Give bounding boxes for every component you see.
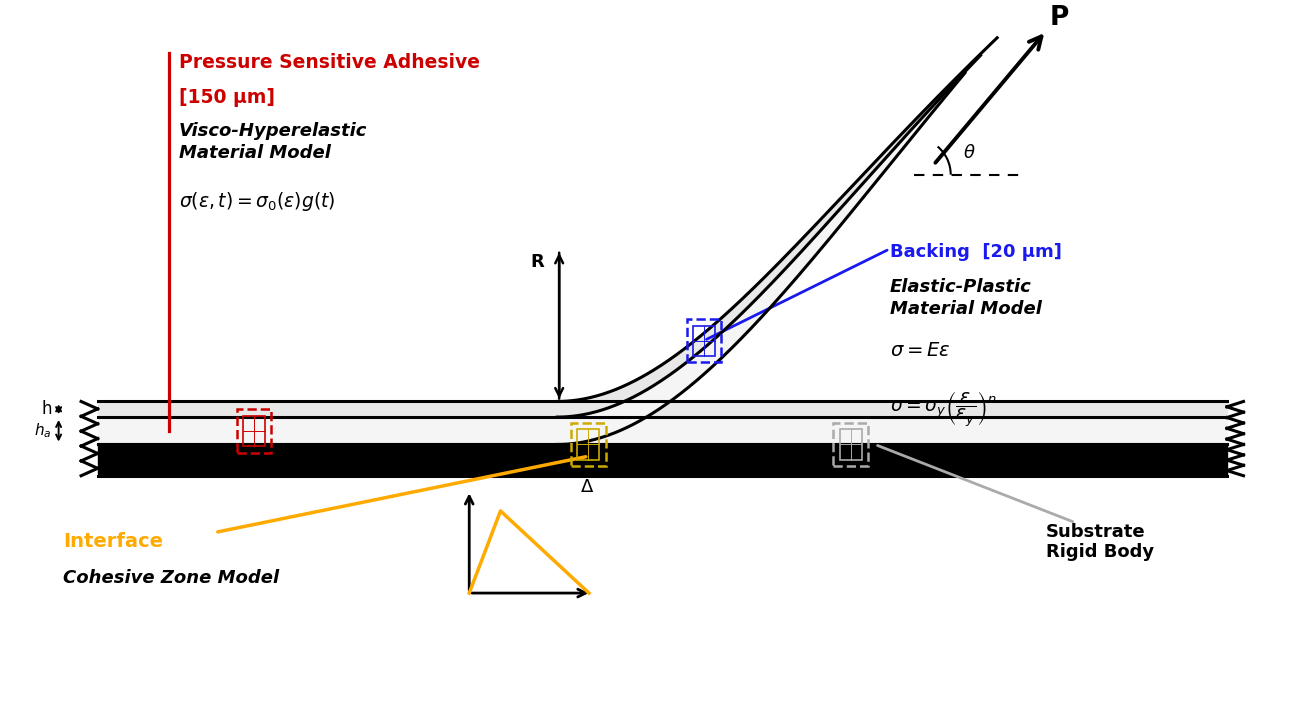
Text: $h_a$: $h_a$ (34, 421, 52, 440)
Text: [150 μm]: [150 μm] (179, 88, 275, 107)
Text: Cohesive Zone Model: Cohesive Zone Model (64, 569, 280, 587)
Text: Elastic-Plastic
Material Model: Elastic-Plastic Material Model (889, 278, 1041, 319)
Text: Interface: Interface (64, 532, 164, 552)
Text: Pressure Sensitive Adhesive: Pressure Sensitive Adhesive (179, 53, 480, 72)
Text: Visco-Hyperelastic
Material Model: Visco-Hyperelastic Material Model (179, 122, 368, 162)
Text: Substrate
Rigid Body: Substrate Rigid Body (1046, 523, 1154, 562)
Text: R: R (531, 253, 544, 271)
Text: $\theta$: $\theta$ (963, 144, 976, 162)
Text: $\sigma(\varepsilon,t) = \sigma_0(\varepsilon)g(t)$: $\sigma(\varepsilon,t) = \sigma_0(\varep… (179, 190, 335, 213)
Bar (572, 423, 606, 466)
Bar (840, 430, 862, 460)
Text: Backing  [20 μm]: Backing [20 μm] (889, 243, 1062, 261)
Text: $\sigma = E\varepsilon$: $\sigma = E\varepsilon$ (889, 341, 950, 360)
Bar (687, 319, 721, 362)
Text: $\Delta$: $\Delta$ (581, 477, 595, 496)
Bar (693, 326, 715, 356)
Polygon shape (557, 38, 997, 417)
Text: h: h (42, 400, 52, 418)
Text: P: P (1050, 5, 1070, 31)
Bar (243, 416, 266, 446)
Bar (237, 409, 271, 453)
Text: $\sigma = \sigma_y \left(\dfrac{\varepsilon}{\varepsilon_y}\right)^n$: $\sigma = \sigma_y \left(\dfrac{\varepsi… (889, 390, 997, 429)
Bar (833, 423, 867, 466)
Bar (578, 430, 599, 460)
Polygon shape (557, 55, 981, 444)
